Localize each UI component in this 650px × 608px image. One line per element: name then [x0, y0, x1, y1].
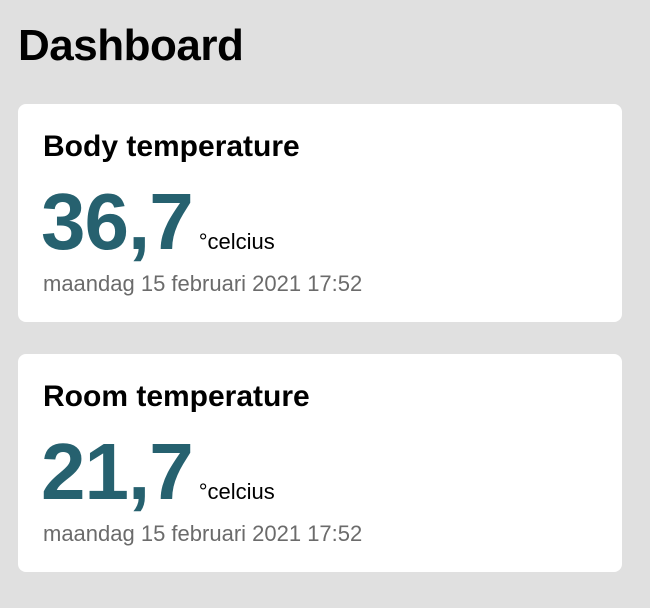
temperature-value: 21,7: [41, 427, 194, 516]
temperature-value: 36,7: [41, 177, 194, 266]
reading-timestamp: maandag 15 februari 2021 17:52: [43, 521, 363, 546]
card-title: Body temperature: [43, 130, 300, 163]
page-title: Dashboard: [18, 21, 244, 70]
card-title: Room temperature: [43, 380, 310, 413]
temperature-unit: °celcius: [198, 229, 275, 254]
reading-timestamp: maandag 15 februari 2021 17:52: [43, 271, 363, 296]
temperature-reading: 21,7 °celcius: [41, 432, 275, 512]
room-temperature-card: Room temperature 21,7 °celcius maandag 1…: [18, 354, 622, 572]
temperature-unit: °celcius: [198, 479, 275, 504]
body-temperature-card: Body temperature 36,7 °celcius maandag 1…: [18, 104, 622, 322]
temperature-reading: 36,7 °celcius: [41, 182, 275, 262]
